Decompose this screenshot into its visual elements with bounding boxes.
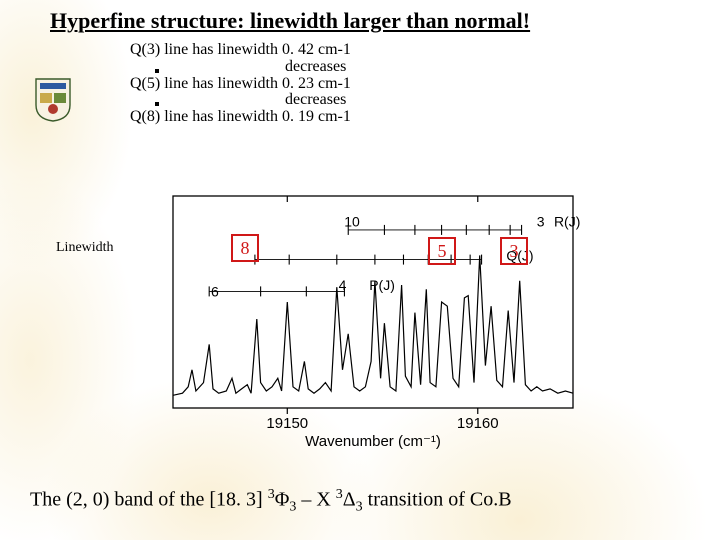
decreases-1: decreases (130, 59, 690, 76)
spectrum-chart: 1915019160Wavenumber (cm⁻¹)R(J)Q(J)P(J)1… (155, 190, 625, 450)
university-logo (32, 75, 74, 123)
q5-line: Q(5) line has linewidth 0. 23 cm-1 (130, 76, 690, 93)
caption-greek1: Φ (275, 489, 290, 511)
caption-p1: The (2, 0) band of the [18. 3] (30, 489, 268, 511)
svg-text:P(J): P(J) (369, 277, 395, 293)
highlight-box-8: 8 (231, 234, 259, 262)
caption-p2: transition of Co.B (363, 489, 512, 511)
y-axis-label: Linewidth (56, 240, 114, 256)
svg-text:3: 3 (537, 213, 545, 229)
caption-sup2: 3 (336, 487, 343, 502)
svg-text:10: 10 (344, 213, 360, 229)
svg-text:R(J): R(J) (554, 213, 580, 229)
caption-sup1: 3 (268, 487, 275, 502)
bullet-icon (155, 69, 159, 73)
svg-text:19160: 19160 (457, 415, 499, 432)
svg-text:19150: 19150 (266, 415, 308, 432)
bullet-icon (155, 102, 159, 106)
svg-text:Wavenumber (cm⁻¹): Wavenumber (cm⁻¹) (305, 433, 441, 450)
q3-line: Q(3) line has linewidth 0. 42 cm-1 (130, 42, 690, 59)
svg-text:4: 4 (339, 277, 347, 293)
caption-mid: – X (296, 489, 335, 511)
caption-greek2: Δ (343, 489, 356, 511)
svg-text:6: 6 (211, 283, 219, 299)
slide: Hyperfine structure: linewidth larger th… (0, 0, 720, 126)
highlight-box-3: 3 (500, 237, 528, 265)
q8-line: Q(8) line has linewidth 0. 19 cm-1 (130, 109, 690, 126)
highlight-box-5: 5 (428, 237, 456, 265)
page-title: Hyperfine structure: linewidth larger th… (50, 8, 690, 34)
decreases-2: decreases (130, 92, 690, 109)
linewidth-text: Q(3) line has linewidth 0. 42 cm-1 decre… (130, 42, 690, 126)
caption-sub2: 3 (356, 500, 363, 515)
caption: The (2, 0) band of the [18. 3] 3Φ3 – X 3… (30, 487, 512, 516)
